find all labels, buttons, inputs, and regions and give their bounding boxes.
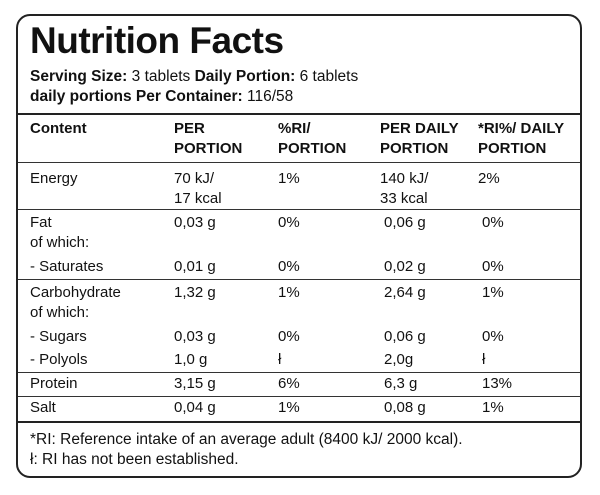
row-energy-ri: 1%: [278, 170, 300, 187]
row-energy-label: Energy: [30, 170, 78, 187]
divider: [18, 279, 580, 280]
row-fat-ri: 0%: [278, 214, 300, 231]
serving-info: Serving Size: 3 tablets Daily Portion: 6…: [30, 67, 358, 107]
row-salt-per-portion: 0,04 g: [174, 399, 216, 416]
divider: [18, 209, 580, 210]
row-energy-ri-daily: 2%: [478, 170, 500, 187]
row-carbohydrate-ri: 1%: [278, 284, 300, 301]
header-per-daily-portion: PER DAILY PORTION: [380, 120, 459, 157]
row-carbohydrate-per-daily: 2,64 g: [384, 284, 426, 301]
footnote-not-established: ł: RI has not been established.: [30, 451, 239, 468]
row-salt-ri: 1%: [278, 399, 300, 416]
row-polyols-label: - Polyols: [30, 351, 88, 368]
serving-line-2: daily portions Per Container: 116/58: [30, 87, 358, 107]
row-sugars-per-portion: 0,03 g: [174, 328, 216, 345]
row-polyols-per-portion: 1,0 g: [174, 351, 208, 368]
divider: [18, 372, 580, 373]
row-sugars-ri-daily: 0%: [482, 328, 504, 345]
row-carbohydrate-ri-daily: 1%: [482, 284, 504, 301]
row-protein-per-portion: 3,15 g: [174, 375, 216, 392]
header-ri-daily-portion: *RI%/ DAILY PORTION: [478, 120, 565, 157]
row-fat-label: Fat of which:: [30, 214, 90, 251]
daily-portion-value: 6 tablets: [295, 68, 359, 85]
row-polyols-ri: ł: [278, 351, 282, 368]
row-sugars-label: - Sugars: [30, 328, 87, 345]
serving-size-value: 3 tablets: [127, 68, 195, 85]
row-salt-label: Salt: [30, 399, 56, 416]
row-saturates-per-portion: 0,01 g: [174, 258, 216, 275]
serving-size-label: Serving Size:: [30, 68, 128, 85]
row-carbohydrate-per-portion: 1,32 g: [174, 284, 216, 301]
row-carbohydrate-label: Carbohydrate of which:: [30, 284, 121, 321]
daily-portion-label: Daily Portion:: [194, 68, 296, 85]
row-saturates-label: - Saturates: [30, 258, 104, 275]
divider: [18, 396, 580, 397]
row-saturates-ri: 0%: [278, 258, 300, 275]
row-sugars-ri: 0%: [278, 328, 300, 345]
row-protein-label: Protein: [30, 375, 78, 392]
per-container-label: daily portions Per Container:: [30, 88, 243, 105]
row-polyols-per-daily: 2,0g: [384, 351, 414, 368]
header-per-portion: PER PORTION: [174, 120, 243, 157]
header-content: Content: [30, 120, 87, 137]
header-ri-portion: %RI/ PORTION: [278, 120, 347, 157]
page-title: Nutrition Facts: [30, 20, 284, 61]
serving-line-1: Serving Size: 3 tablets Daily Portion: 6…: [30, 67, 358, 87]
row-fat-ri-daily: 0%: [482, 214, 504, 231]
row-protein-ri: 6%: [278, 375, 300, 392]
nutrition-label-panel: [16, 14, 582, 478]
row-fat-per-daily: 0,06 g: [384, 214, 426, 231]
row-sugars-per-daily: 0,06 g: [384, 328, 426, 345]
row-protein-ri-daily: 13%: [482, 375, 513, 392]
row-saturates-ri-daily: 0%: [482, 258, 504, 275]
footnotes: *RI: Reference intake of an average adul…: [30, 430, 463, 470]
footnote-ri: *RI: Reference intake of an average adul…: [30, 431, 463, 448]
row-fat-per-portion: 0,03 g: [174, 214, 216, 231]
row-salt-ri-daily: 1%: [482, 399, 504, 416]
row-salt-per-daily: 0,08 g: [384, 399, 426, 416]
divider-top: [18, 113, 580, 115]
row-energy-per-portion: 70 kJ/ 17 kcal: [174, 170, 222, 207]
divider: [18, 162, 580, 163]
per-container-value: 116/58: [242, 88, 294, 105]
row-protein-per-daily: 6,3 g: [384, 375, 418, 392]
row-polyols-ri-daily: ł: [482, 351, 486, 368]
row-energy-per-daily: 140 kJ/ 33 kcal: [380, 170, 429, 207]
divider-bottom: [18, 421, 580, 423]
row-saturates-per-daily: 0,02 g: [384, 258, 426, 275]
